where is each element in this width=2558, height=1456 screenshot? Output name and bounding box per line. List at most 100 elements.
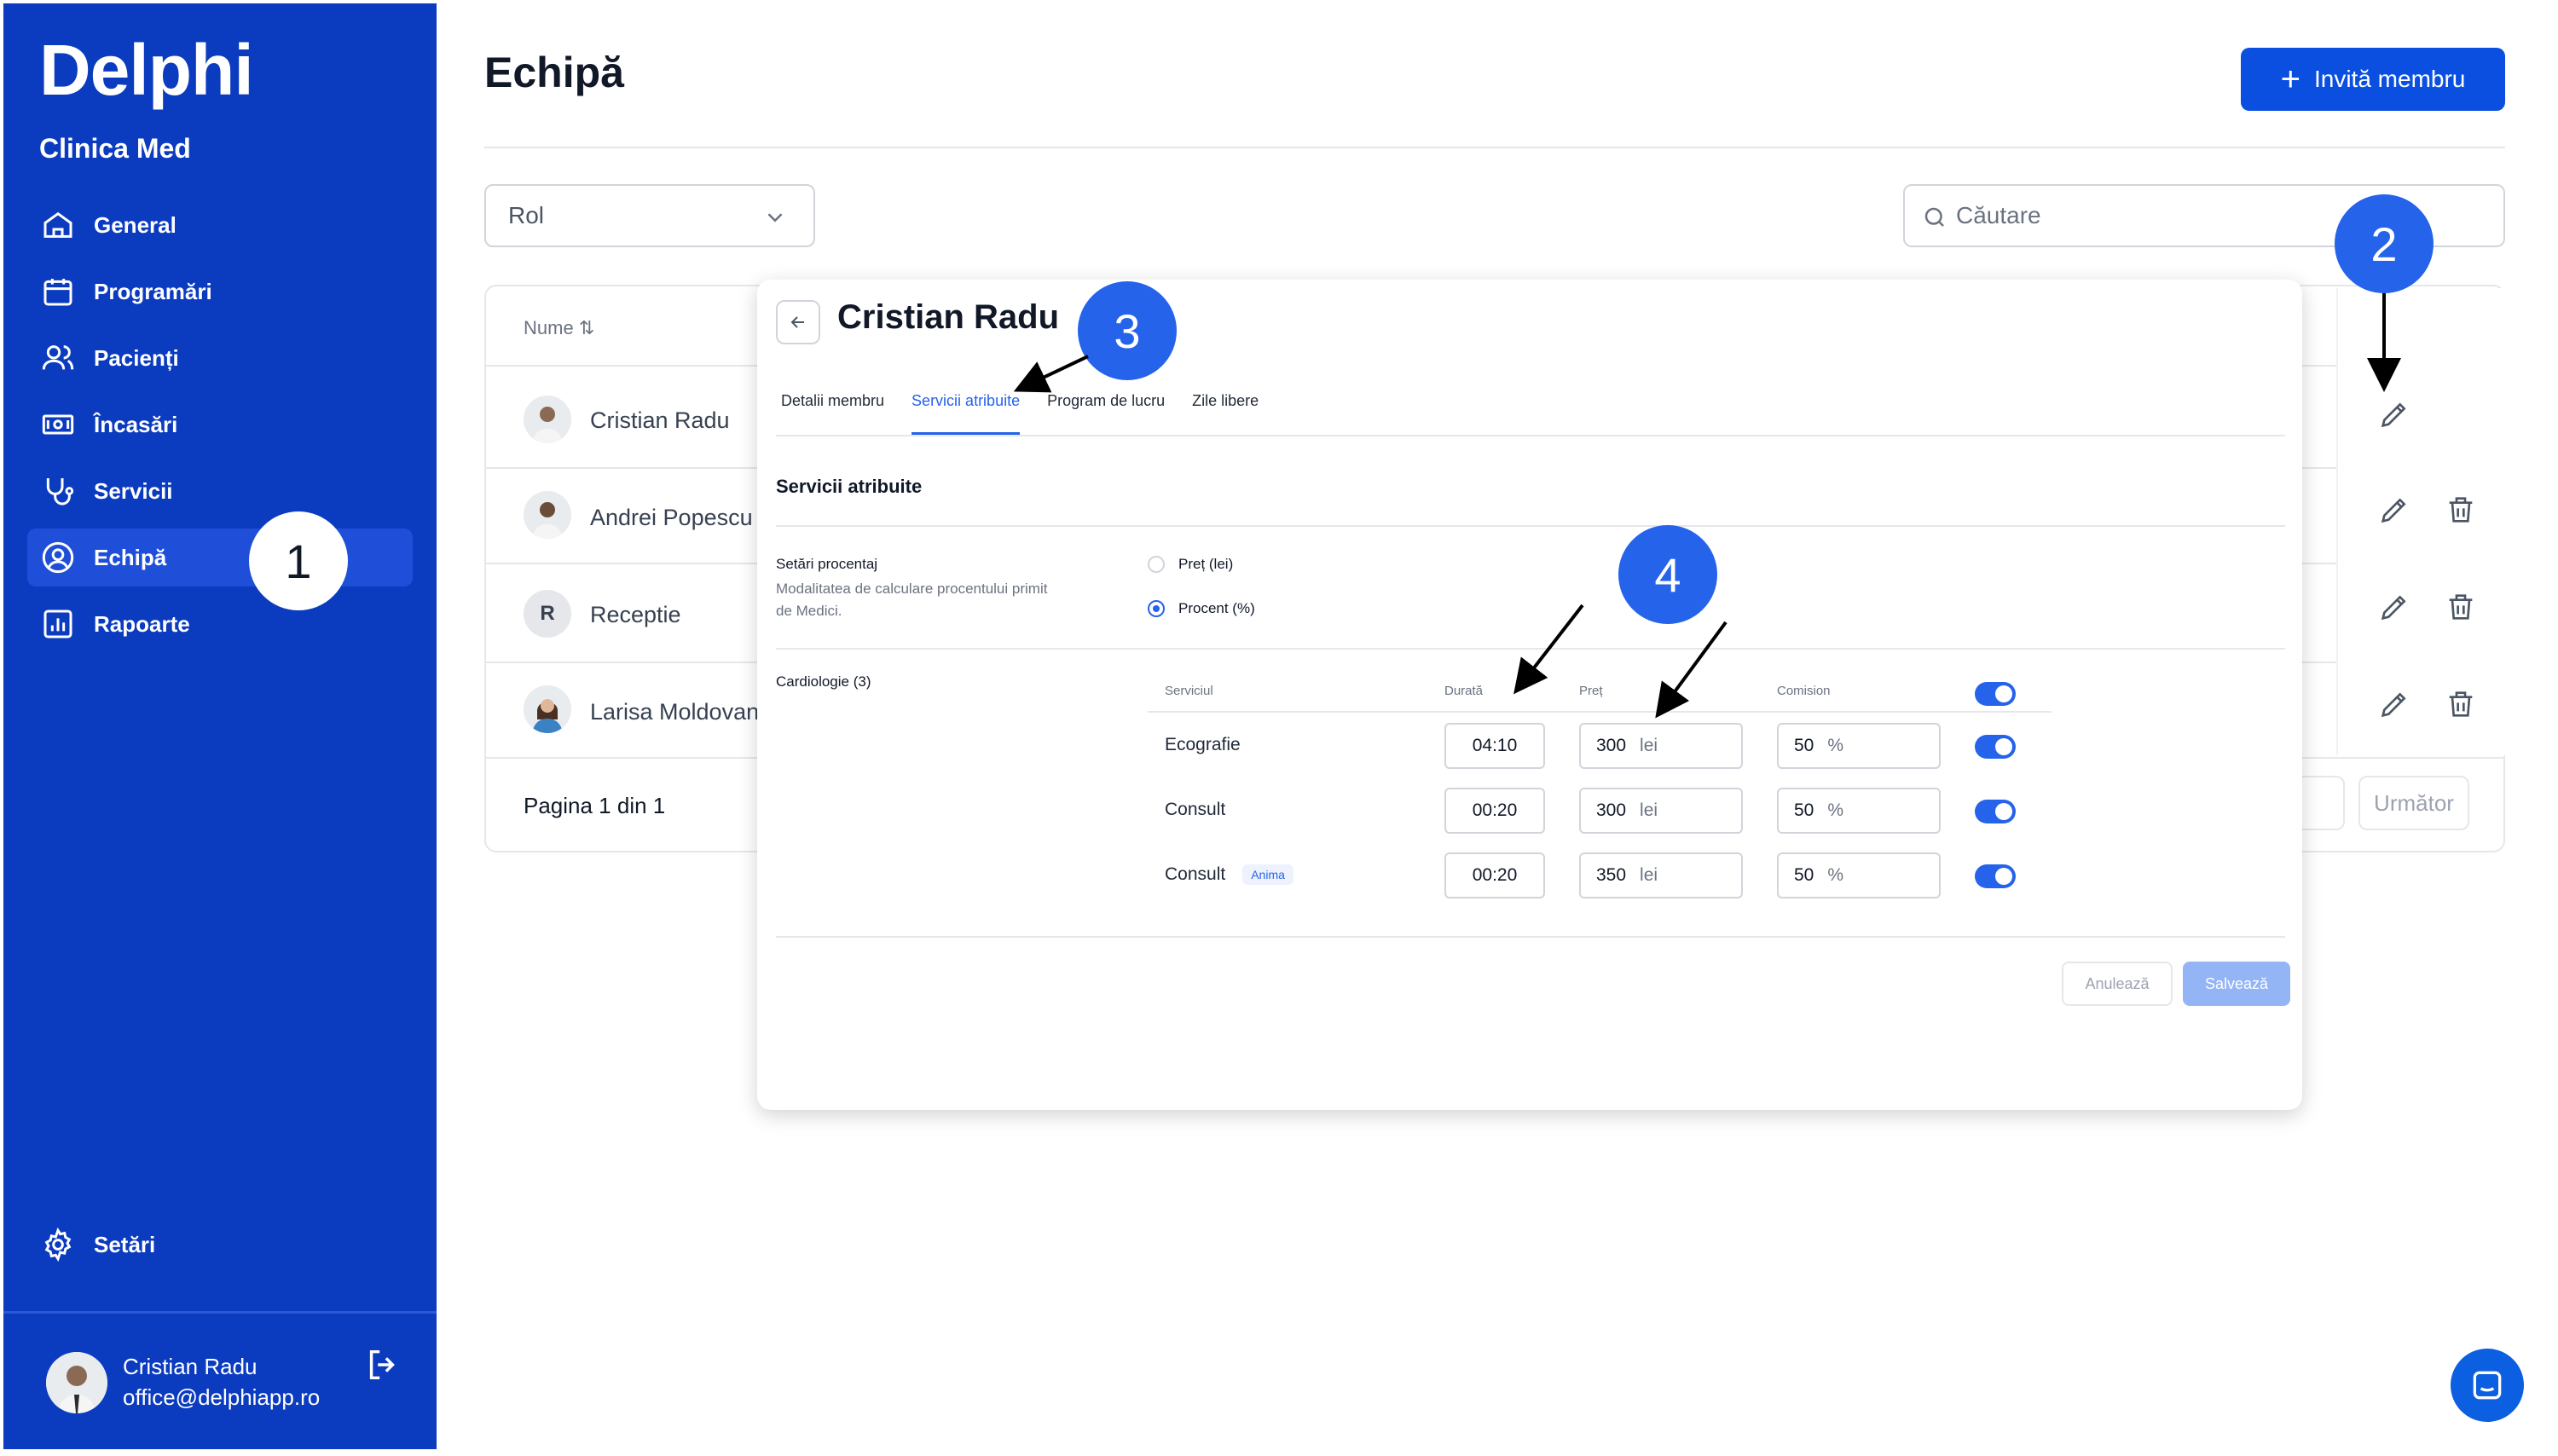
service-toggle[interactable] xyxy=(1975,735,2016,759)
commission-field[interactable]: 50% xyxy=(1777,788,1941,834)
service-label: Ecografie xyxy=(1165,735,1241,754)
duration-field[interactable]: 00:20 xyxy=(1444,852,1545,898)
service-name: Consult xyxy=(1165,800,1225,820)
modal-title: Cristian Radu xyxy=(837,298,1060,336)
section-title: Servicii atribuite xyxy=(776,476,923,497)
header-divider xyxy=(484,147,2505,148)
commission-field[interactable]: 50% xyxy=(1777,852,1941,898)
column-header-price: Preț xyxy=(1579,684,1603,698)
section-divider xyxy=(776,648,2285,650)
role-select-value: Rol xyxy=(508,202,545,228)
avatar[interactable] xyxy=(46,1352,107,1413)
sidebar-divider xyxy=(3,1311,437,1314)
commission-value: 50 xyxy=(1794,865,1814,885)
avatar xyxy=(524,491,571,539)
role-select[interactable]: Rol xyxy=(484,184,815,247)
sidebar-item-label: General xyxy=(94,211,177,238)
trash-icon[interactable] xyxy=(2444,687,2478,721)
sidebar-item-label: Programări xyxy=(94,278,212,304)
sidebar-item-setari[interactable]: Setări xyxy=(41,1228,155,1262)
brand-logo[interactable]: Delphi xyxy=(39,30,254,110)
user-photo-icon xyxy=(524,396,571,443)
sidebar-item-programari[interactable]: Programări xyxy=(27,263,413,321)
sidebar-item-echipa[interactable]: Echipă xyxy=(27,529,413,586)
callout-1: 1 xyxy=(249,511,348,610)
sidebar-item-pacienti[interactable]: Pacienți xyxy=(27,329,413,387)
price-value: 350 xyxy=(1596,865,1627,885)
service-toggle[interactable] xyxy=(1975,864,2016,888)
service-group-label: Cardiologie (3) xyxy=(776,673,871,690)
price-field[interactable]: 350 lei xyxy=(1579,852,1743,898)
table-row-name[interactable]: Cristian Radu xyxy=(590,407,730,433)
cash-icon xyxy=(42,414,74,435)
radio-circle xyxy=(1148,600,1165,617)
service-toggle[interactable] xyxy=(1975,800,2016,823)
radio-label: Preț (lei) xyxy=(1178,556,1234,572)
user-photo-icon xyxy=(524,685,571,733)
sidebar-item-servicii[interactable]: Servicii xyxy=(27,462,413,520)
column-header-duration: Durată xyxy=(1444,684,1484,698)
sidebar-item-incasari[interactable]: Încasări xyxy=(27,396,413,454)
gear-icon xyxy=(44,1228,72,1262)
avatar xyxy=(524,685,571,733)
trash-icon[interactable] xyxy=(2444,590,2478,624)
column-header-name[interactable]: Nume ⇅ xyxy=(524,317,594,339)
table-row-name[interactable]: Larisa Moldovan xyxy=(590,699,760,725)
plus-icon: + xyxy=(2280,61,2300,98)
modal-tabs: Detalii membru Servicii atribuite Progra… xyxy=(781,392,1286,435)
cancel-button[interactable]: Anulează xyxy=(2062,962,2173,1006)
percent-settings-label: Setări procentaj xyxy=(776,556,878,572)
radio-percent[interactable]: Procent (%) xyxy=(1148,600,1255,617)
tab-detalii-membru[interactable]: Detalii membru xyxy=(781,392,885,409)
avatar xyxy=(524,396,571,443)
invite-label: Invită membru xyxy=(2313,66,2466,92)
next-button[interactable]: Următor xyxy=(2358,776,2469,830)
column-header-service: Serviciul xyxy=(1165,684,1213,698)
users-icon xyxy=(42,345,74,370)
tab-servicii-atribuite[interactable]: Servicii atribuite xyxy=(912,392,1021,435)
search-icon xyxy=(1924,207,1944,227)
commission-value: 50 xyxy=(1794,800,1814,820)
service-label: Consult xyxy=(1165,864,1226,884)
table-row-name[interactable]: Receptie xyxy=(590,602,681,627)
tab-zile-libere[interactable]: Zile libere xyxy=(1192,392,1259,409)
toggle-all[interactable] xyxy=(1975,682,2016,706)
edit-icon[interactable] xyxy=(2377,687,2411,721)
service-label: Consult xyxy=(1165,800,1226,819)
edit-icon[interactable] xyxy=(2377,493,2411,527)
pagination-label: Pagina 1 din 1 xyxy=(524,793,666,818)
search-input[interactable]: Căutare xyxy=(1903,184,2505,247)
back-button[interactable] xyxy=(776,300,820,344)
column-header-label: Nume xyxy=(524,317,574,338)
edit-icon[interactable] xyxy=(2377,397,2411,431)
radio-label: Procent (%) xyxy=(1178,600,1255,616)
stethoscope-icon xyxy=(46,478,74,506)
sidebar-item-rapoarte[interactable]: Rapoarte xyxy=(27,595,413,653)
service-tag: Anima xyxy=(1242,864,1293,885)
commission-unit: % xyxy=(1827,800,1844,820)
duration-field[interactable]: 04:10 xyxy=(1444,723,1545,769)
price-field[interactable]: 300 lei xyxy=(1579,723,1743,769)
previous-button[interactable] xyxy=(2300,776,2345,830)
price-field[interactable]: 300 lei xyxy=(1579,788,1743,834)
chat-button[interactable] xyxy=(2451,1349,2524,1422)
avatar-initial: R xyxy=(540,602,555,625)
edit-icon[interactable] xyxy=(2377,590,2411,624)
radio-price[interactable]: Preț (lei) xyxy=(1148,556,1233,573)
sidebar-item-label: Încasări xyxy=(94,411,178,437)
tab-program-de-lucru[interactable]: Program de lucru xyxy=(1047,392,1166,409)
chevron-down-icon xyxy=(767,213,783,222)
actions-column xyxy=(2336,288,2505,755)
service-name: Consult Anima xyxy=(1165,864,1293,885)
price-value: 300 xyxy=(1596,736,1627,755)
commission-field[interactable]: 50% xyxy=(1777,723,1941,769)
sidebar: Delphi Clinica Med General Programări Pa… xyxy=(3,3,437,1449)
table-row-name[interactable]: Andrei Popescu xyxy=(590,505,753,530)
logout-icon[interactable] xyxy=(363,1345,402,1384)
invite-member-button[interactable]: + Invită membru xyxy=(2241,48,2505,111)
trash-icon[interactable] xyxy=(2444,493,2478,527)
duration-field[interactable]: 00:20 xyxy=(1444,788,1545,834)
sidebar-item-general[interactable]: General xyxy=(27,196,413,254)
services-header-divider xyxy=(1148,711,2052,713)
save-button[interactable]: Salvează xyxy=(2183,962,2290,1006)
